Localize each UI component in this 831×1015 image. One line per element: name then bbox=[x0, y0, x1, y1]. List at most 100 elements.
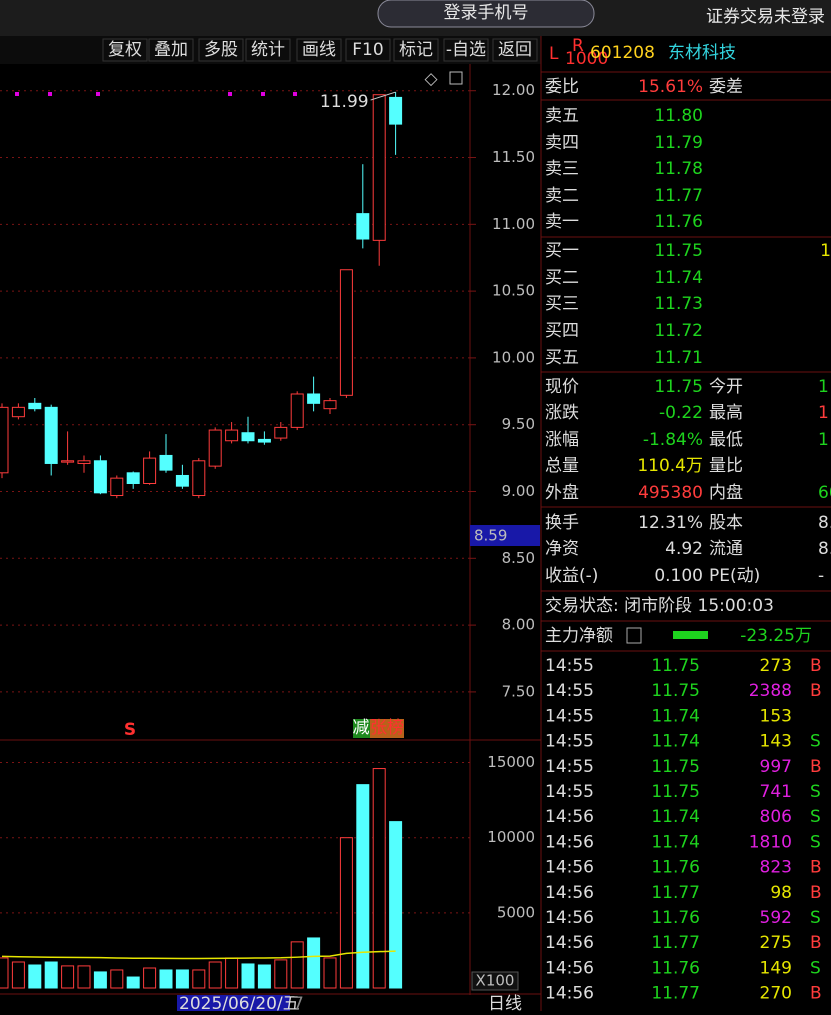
period[interactable]: 日线 bbox=[488, 994, 522, 1014]
toolbar-button[interactable] bbox=[492, 38, 538, 62]
volume-bar bbox=[61, 965, 75, 989]
candle-body bbox=[159, 454, 173, 471]
tick-time: 14:56 bbox=[545, 984, 594, 1004]
tick-price: 11.74 bbox=[651, 807, 700, 827]
icon-diamond[interactable]: ◇ bbox=[424, 69, 438, 89]
volume-bar bbox=[225, 957, 239, 989]
date-tail: 7 bbox=[293, 994, 304, 1011]
main-icon[interactable] bbox=[626, 627, 642, 644]
quote-label: 流通 bbox=[709, 539, 743, 559]
tick-side: S bbox=[810, 958, 821, 978]
tick-price: 11.76 bbox=[651, 858, 700, 878]
tick-time: 14:55 bbox=[545, 782, 594, 802]
volume-bar bbox=[290, 941, 304, 989]
board-r-sub: 1000 bbox=[565, 49, 608, 69]
volume-bar bbox=[241, 963, 255, 989]
quote-label: 收益(-) bbox=[545, 566, 598, 586]
tick-volume: 806 bbox=[760, 807, 792, 827]
price-tick-label: 12.00 bbox=[492, 81, 535, 99]
toolbar-text[interactable]: F10 bbox=[352, 40, 383, 60]
candle-body bbox=[192, 460, 206, 497]
tick-volume: 1810 bbox=[749, 832, 792, 852]
quote-value: 4.92 bbox=[665, 539, 703, 559]
tick-volume: 592 bbox=[760, 908, 792, 928]
tick-volume: 143 bbox=[760, 732, 792, 752]
toolbar-button[interactable] bbox=[102, 38, 148, 62]
book-price: 11.75 bbox=[654, 241, 703, 261]
toolbar-button[interactable] bbox=[443, 38, 489, 62]
login-button[interactable] bbox=[377, 0, 595, 28]
signal-dots bbox=[15, 92, 297, 96]
toolbar-button[interactable] bbox=[198, 38, 244, 62]
price-tick-label: 9.50 bbox=[502, 415, 535, 433]
candle-body bbox=[323, 400, 337, 410]
quote-value: 8.9 bbox=[818, 539, 831, 559]
price-tick-label: 11.50 bbox=[492, 148, 535, 166]
book-label: 买五 bbox=[545, 348, 579, 368]
tick-price: 11.76 bbox=[651, 908, 700, 928]
candle-body bbox=[290, 393, 304, 428]
candle-body bbox=[93, 460, 107, 494]
cursor-box bbox=[470, 525, 540, 546]
icon-panel[interactable] bbox=[449, 71, 463, 85]
toolbar-button[interactable] bbox=[345, 38, 391, 62]
quote-value: -1.84% bbox=[643, 430, 703, 450]
tick-price: 11.75 bbox=[651, 681, 700, 701]
toolbar-text[interactable]: 统计 bbox=[251, 40, 285, 60]
toolbar-text[interactable]: -自选 bbox=[446, 40, 486, 60]
date-box bbox=[177, 995, 290, 1011]
price-tick-label: 9.00 bbox=[502, 482, 535, 500]
candle-body bbox=[110, 477, 124, 497]
candle-body bbox=[143, 457, 157, 484]
tick-time: 14:55 bbox=[545, 757, 594, 777]
tag-b-box bbox=[370, 719, 404, 738]
toolbar-button[interactable] bbox=[296, 38, 342, 62]
tag-a: 减 bbox=[353, 718, 370, 738]
volume-bar bbox=[175, 969, 189, 989]
volume-bar bbox=[274, 959, 288, 989]
quote-label: 净资 bbox=[545, 539, 579, 559]
diff-label: 委差 bbox=[709, 77, 743, 97]
quote-value: 1 bbox=[818, 377, 829, 397]
volume-bar bbox=[356, 784, 370, 989]
volume-bar bbox=[192, 969, 206, 989]
volume-bar bbox=[110, 969, 124, 989]
candle-body bbox=[356, 213, 370, 240]
tag-a-box bbox=[353, 719, 370, 738]
book-volume: 1 bbox=[820, 241, 831, 261]
marker-s: S bbox=[124, 720, 136, 740]
tick-price: 11.74 bbox=[651, 732, 700, 752]
volume-bar bbox=[389, 821, 403, 989]
tick-volume: 823 bbox=[760, 858, 792, 878]
tick-side: S bbox=[810, 908, 821, 928]
volume-bar bbox=[126, 976, 140, 989]
tick-time: 14:56 bbox=[545, 958, 594, 978]
max-label: 11.99 bbox=[320, 92, 369, 112]
candle-body bbox=[175, 474, 189, 487]
toolbar-button[interactable] bbox=[148, 38, 194, 62]
toolbar-text[interactable]: 标记 bbox=[399, 40, 433, 60]
volume-bar bbox=[339, 837, 353, 989]
quote-value: 1 bbox=[818, 403, 829, 423]
toolbar-text[interactable]: 复权 bbox=[108, 40, 142, 60]
cursor-label: 8.59 bbox=[474, 527, 507, 545]
main-label: 主力净额 bbox=[545, 626, 613, 646]
quote-label: 今开 bbox=[709, 377, 743, 397]
book-label: 买三 bbox=[545, 294, 579, 314]
toolbar-button[interactable] bbox=[245, 38, 291, 62]
toolbar-text[interactable]: 叠加 bbox=[154, 40, 188, 60]
toolbar-text[interactable]: 画线 bbox=[302, 40, 336, 60]
candle-body bbox=[126, 472, 140, 484]
login-text[interactable]: 登录手机号 bbox=[444, 3, 529, 23]
toolbar-text[interactable]: 返回 bbox=[498, 40, 532, 60]
book-price: 11.72 bbox=[654, 321, 703, 341]
quote-value: 110.4万 bbox=[637, 456, 703, 476]
tick-volume: 149 bbox=[760, 958, 792, 978]
toolbar-text[interactable]: 多股 bbox=[204, 40, 238, 60]
ratio-label: 委比 bbox=[545, 77, 579, 97]
max-pointer bbox=[370, 91, 396, 101]
status: 交易状态: 闭市阶段 15:00:03 bbox=[545, 596, 774, 616]
toolbar-button[interactable] bbox=[393, 38, 439, 62]
quote-value: 12.31% bbox=[638, 513, 703, 533]
tick-volume: 98 bbox=[770, 883, 792, 903]
